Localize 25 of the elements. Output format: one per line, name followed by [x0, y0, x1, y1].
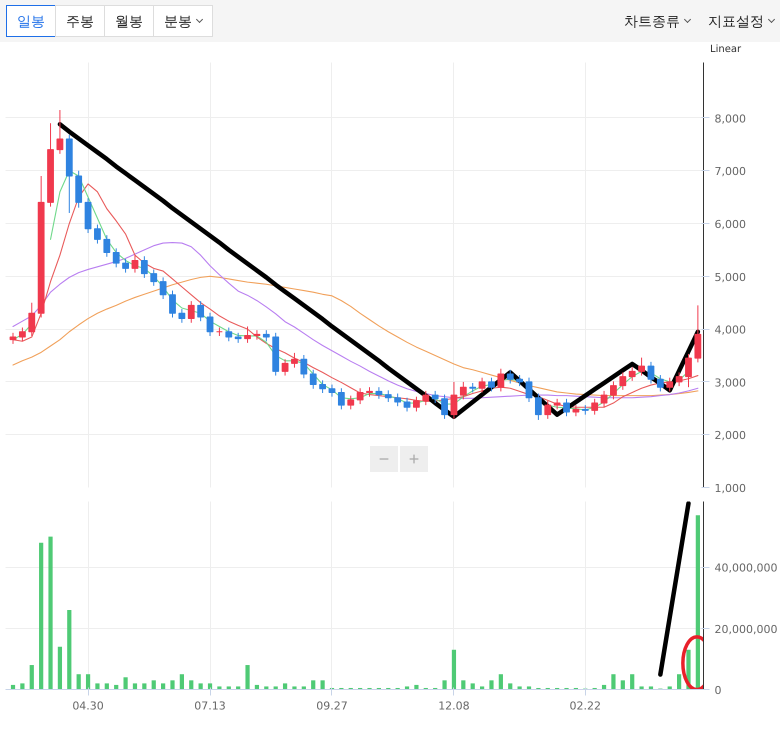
- annotation: −: [370, 446, 398, 472]
- y-tick-label: 40,000,000: [714, 562, 778, 575]
- y-tick-label: 7,000: [714, 165, 746, 178]
- text: 차트종류: [624, 12, 681, 29]
- y-tick-label: 2,000: [714, 429, 746, 442]
- text: 월봉: [104, 5, 154, 37]
- text: 주봉: [55, 5, 105, 37]
- y-tick-label: 20,000,000: [714, 622, 778, 636]
- x-tick-label: 12.08: [438, 700, 470, 712]
- x-tick-label: 09.27: [316, 700, 348, 712]
- x-tick-label: 07.13: [194, 700, 226, 712]
- y-tick-label: 0: [714, 684, 722, 697]
- annotation: +: [400, 446, 428, 472]
- y-tick-label: 4,000: [714, 324, 746, 337]
- y-tick-label: 6,000: [714, 218, 746, 232]
- text: 일봉: [6, 5, 56, 37]
- x-tick-label: 02.22: [570, 700, 602, 712]
- text: 분봉: [153, 5, 213, 37]
- text: 지표설정: [708, 12, 765, 29]
- y-tick-label: 5,000: [714, 270, 746, 284]
- x-tick-label: 04.30: [72, 700, 104, 712]
- y-tick-label: 3,000: [714, 376, 746, 390]
- y-tick-label: 8,000: [714, 112, 746, 126]
- text: Linear: [710, 43, 742, 57]
- y-tick-label: 1,000: [714, 482, 746, 495]
